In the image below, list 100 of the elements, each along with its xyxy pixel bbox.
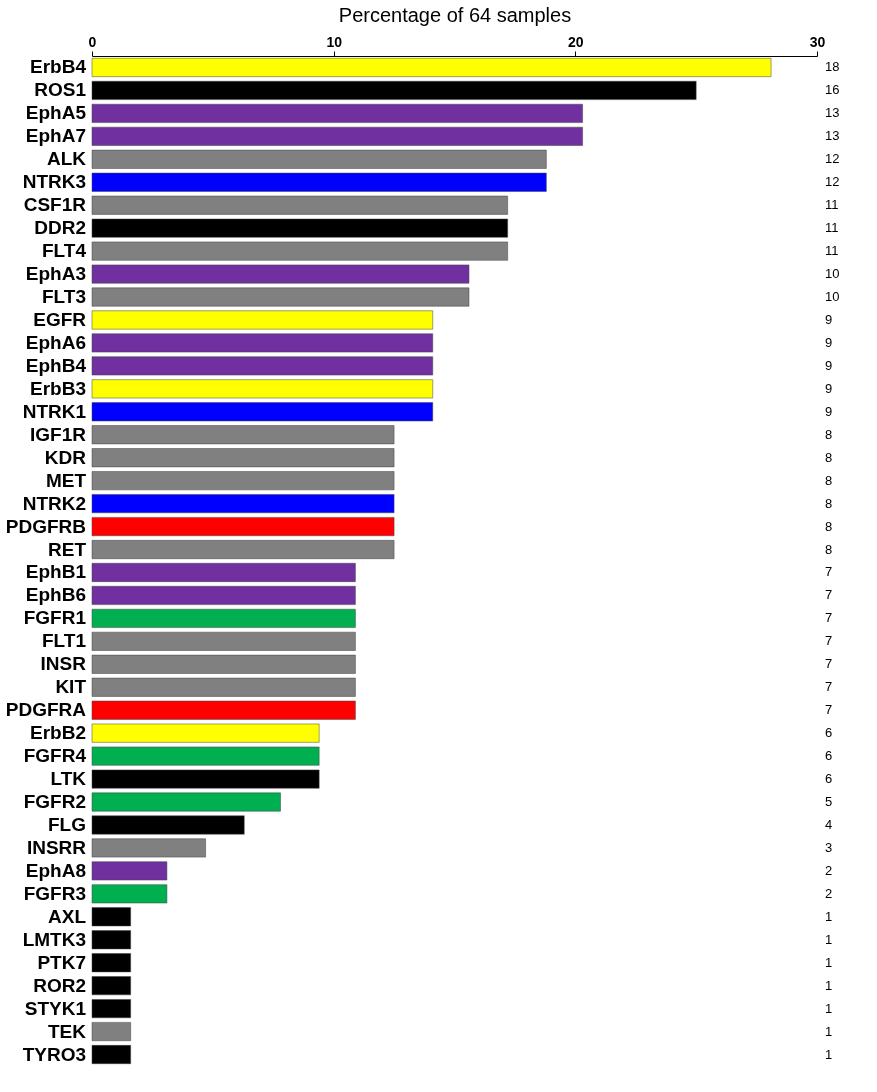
y-tick-label: KIT [55,676,87,698]
bar [91,379,433,399]
y-tick-label: FGFR1 [23,607,87,629]
bar [91,1022,131,1041]
y-tick-label: PDGFRB [5,515,86,537]
y-tick-label: EphA5 [25,102,87,124]
text: 7 [825,633,833,649]
y-tick-label: INSR [40,653,87,675]
y-tick-label: PDGFRA [5,699,87,721]
y-tick-label: FLT3 [42,286,86,308]
y-tick-label: DDR2 [34,217,86,239]
text: 13 [825,105,840,121]
text: 9 [825,357,833,373]
bar [91,195,508,215]
text: 9 [825,403,833,419]
bar [91,907,131,927]
bar [91,953,131,973]
text: 7 [825,610,833,626]
text: 18 [825,59,840,75]
text: 1 [825,1023,833,1039]
y-tick-label: INSRR [26,836,87,858]
bar [91,448,395,468]
y-tick-label: IGF1R [30,423,87,445]
bar [91,792,281,812]
bar [91,471,395,491]
text: 10 [825,289,840,305]
bar [91,103,583,123]
y-tick-label: EphB1 [25,561,87,583]
text: 7 [825,587,833,603]
x-tick-label: 10 [326,33,343,50]
bar [91,241,508,261]
y-tick-label: EphB6 [25,584,86,606]
bar [91,861,168,881]
bar [91,631,356,651]
text: 6 [825,771,833,787]
bar [91,149,547,169]
text: 1 [825,1000,833,1016]
y-tick-label: EphB4 [25,354,87,376]
text: 8 [825,472,833,488]
y-tick-label: FLT1 [42,630,87,652]
bar [91,264,470,284]
y-tick-label: FLT4 [42,240,87,262]
text: 1 [825,977,833,993]
bar [91,586,356,605]
x-tick-label: 0 [88,33,97,50]
text: 1 [825,954,833,970]
y-tick-label: RET [48,538,87,560]
text: 8 [825,518,833,534]
y-tick-label: TEK [48,1020,87,1042]
bar [91,563,356,582]
y-tick-label: EGFR [33,308,87,330]
y-tick-label: FGFR4 [23,745,87,767]
y-tick-label: ErbB3 [30,377,86,399]
y-tick-label: ROS1 [34,79,87,101]
y-tick-label: EphA8 [25,859,86,881]
bar [91,218,508,238]
bar [91,58,772,77]
bar [91,402,433,422]
text: 2 [825,862,833,878]
y-tick-label: FLG [48,813,86,835]
text: 9 [825,334,833,350]
text: 8 [825,426,833,442]
y-tick-label: NTRK2 [22,492,86,514]
text: 7 [825,656,833,672]
text: 4 [825,816,833,832]
text: 2 [825,885,833,901]
bar [91,81,697,100]
text: 1 [825,908,833,924]
y-tick-label: NTRK3 [22,171,86,193]
x-axis-title: Percentage of 64 samples [338,3,572,26]
text: 10 [825,266,840,282]
y-tick-label: LMTK3 [22,928,86,950]
y-tick-label: EphA3 [25,263,86,285]
bar [91,333,433,353]
text: 3 [825,839,833,855]
bar [91,884,168,904]
y-tick-label: EphA7 [25,125,86,147]
text: 9 [825,380,833,396]
text: 7 [825,679,833,695]
bar [91,540,395,559]
bar [91,1045,131,1064]
bar [91,356,433,376]
bar [91,126,583,146]
y-tick-label: MET [45,469,87,491]
y-tick-label: FGFR3 [23,882,86,904]
text: 6 [825,725,833,741]
bar [91,654,356,674]
x-tick-label: 30 [809,33,826,50]
bar [91,172,547,192]
text: 13 [825,128,840,144]
bar [91,723,320,743]
y-tick-label: PTK7 [37,951,86,973]
bar [91,815,245,835]
bar [91,287,470,307]
bar [91,425,395,445]
y-tick-label: ROR2 [33,974,86,996]
y-tick-label: AXL [48,905,87,927]
text: 8 [825,449,833,465]
text: 7 [825,564,833,580]
text: 8 [825,541,833,557]
